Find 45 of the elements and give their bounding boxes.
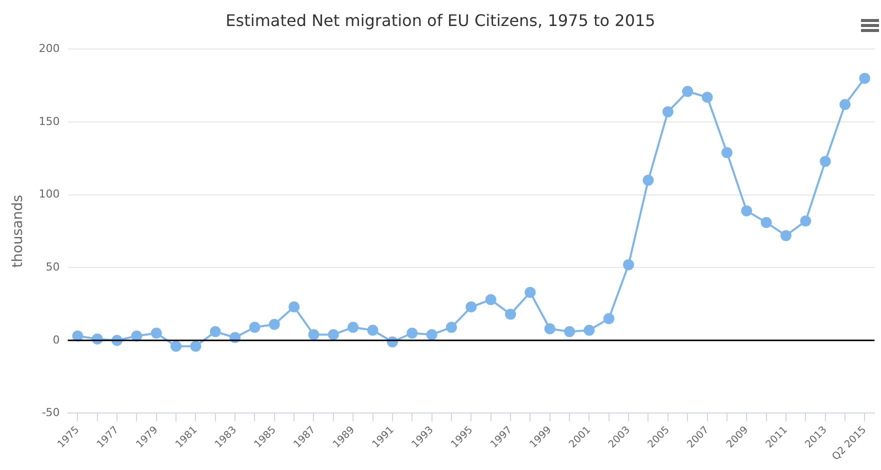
point <box>190 340 202 352</box>
point <box>328 329 339 340</box>
point <box>721 147 732 158</box>
point <box>780 230 792 242</box>
point <box>741 205 752 216</box>
y-tick-label: 100 <box>38 188 60 201</box>
y-axis-title: thousands <box>10 194 26 268</box>
point <box>760 216 772 228</box>
point <box>150 328 162 339</box>
point <box>800 216 812 227</box>
point <box>72 330 84 342</box>
point <box>505 308 516 320</box>
point <box>426 329 438 340</box>
chart-title: Estimated Net migration of EU Citizens, 1975 to 2015 <box>226 10 656 30</box>
y-tick-label: 200 <box>38 42 60 56</box>
point <box>170 340 182 352</box>
point <box>584 324 595 336</box>
point <box>544 323 556 334</box>
point <box>249 322 260 333</box>
point <box>485 294 496 306</box>
point <box>308 329 320 340</box>
point <box>446 322 457 333</box>
point <box>564 326 576 338</box>
point <box>603 313 614 324</box>
y-tick-label: 0 <box>52 333 60 346</box>
point <box>268 318 280 330</box>
y-tick-label: 50 <box>46 260 60 274</box>
point <box>131 330 142 342</box>
point <box>820 156 831 167</box>
point <box>406 328 418 339</box>
point <box>524 286 536 298</box>
point <box>466 301 477 312</box>
y-tick-label: 150 <box>38 114 60 128</box>
point <box>642 174 654 186</box>
point <box>839 99 850 110</box>
point <box>682 86 694 97</box>
point <box>210 326 221 338</box>
y-tick-label: -50 <box>42 406 60 420</box>
point <box>348 322 359 333</box>
point <box>859 72 870 84</box>
point <box>662 106 674 118</box>
point <box>288 301 300 312</box>
point <box>702 92 713 103</box>
point <box>623 259 634 270</box>
point <box>367 324 378 336</box>
